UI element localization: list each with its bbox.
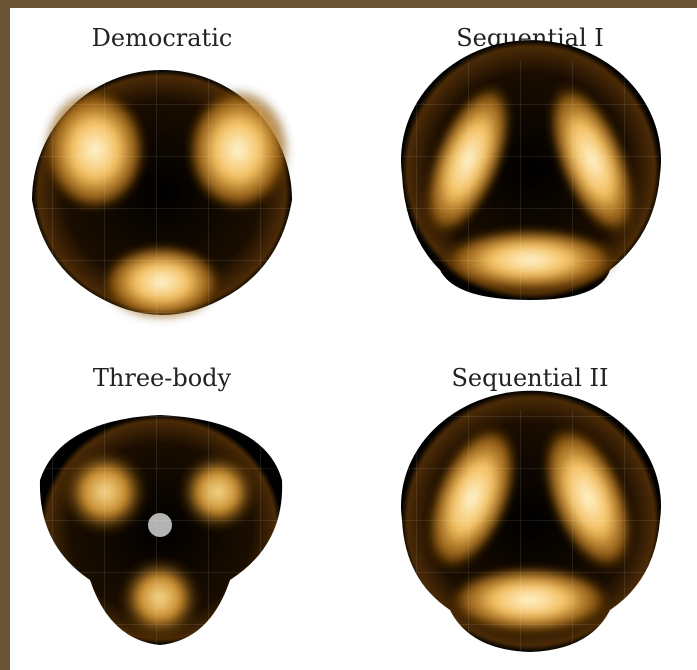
panel-title: Sequential II [451, 364, 608, 392]
panel-title: Democratic [92, 24, 233, 52]
density-panel [401, 391, 661, 655]
density-panel [40, 415, 285, 645]
density-panel [32, 68, 294, 326]
page: Democratic Sequential I Three-body Seque… [0, 0, 697, 670]
panel-title: Three-body [93, 364, 232, 392]
figure: Democratic Sequential I Three-body Seque… [10, 8, 697, 670]
figure-frame: Democratic Sequential I Three-body Seque… [10, 8, 697, 670]
density-panel [401, 40, 661, 300]
